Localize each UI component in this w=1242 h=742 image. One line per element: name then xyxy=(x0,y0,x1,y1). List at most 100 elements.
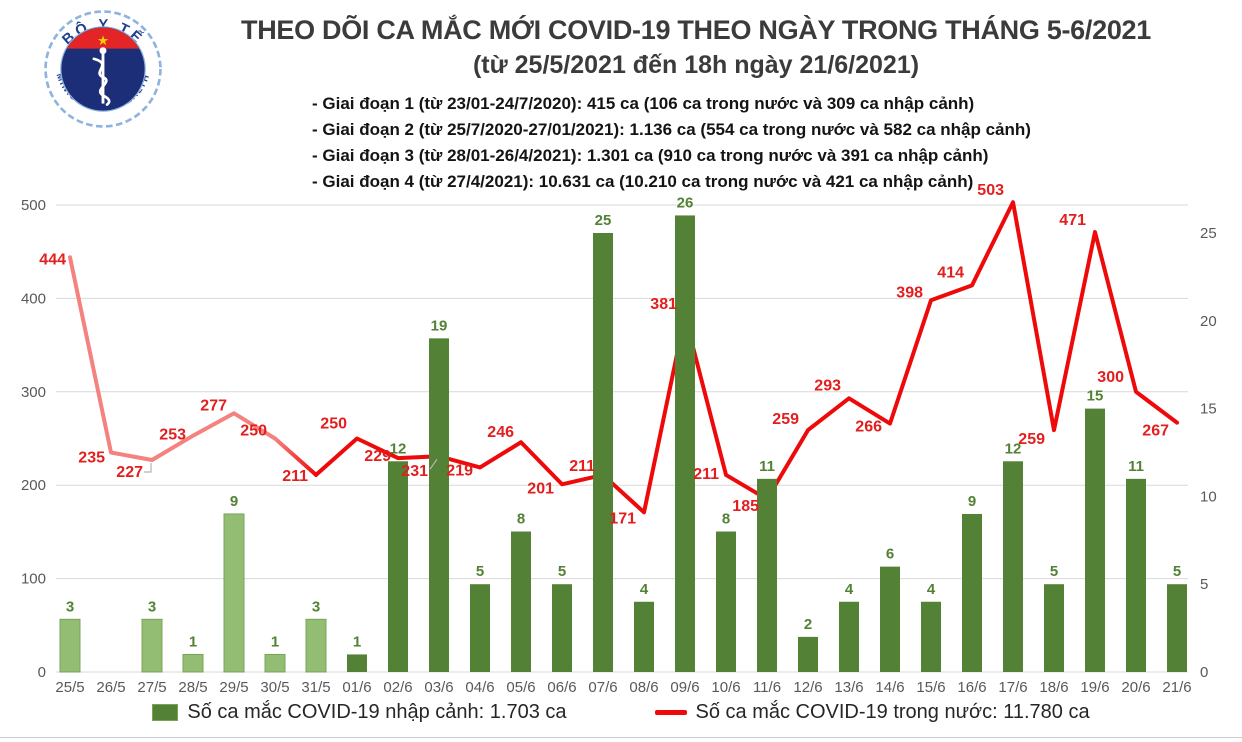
imported-cases-bar xyxy=(798,636,818,672)
left-axis-tick-label: 200 xyxy=(21,477,46,494)
bar-value-label: 11 xyxy=(1128,458,1144,475)
imported-cases-bar xyxy=(182,653,204,673)
line-value-label: 398 xyxy=(896,284,923,301)
line-value-label: 171 xyxy=(609,510,636,527)
left-axis-tick-label: 500 xyxy=(21,197,46,214)
imported-cases-bar xyxy=(429,338,449,672)
imported-cases-bar xyxy=(264,653,286,673)
logo-star-icon: ★ xyxy=(97,33,109,48)
line-value-label: 246 xyxy=(487,424,514,441)
bar-value-label: 9 xyxy=(230,493,238,510)
line-value-label: 381 xyxy=(650,296,677,313)
logo-scalloped-ring xyxy=(44,10,162,128)
left-axis-tick-label: 400 xyxy=(21,290,46,307)
imported-cases-bar xyxy=(634,601,654,672)
imported-cases-bar xyxy=(59,618,81,673)
line-value-label: 277 xyxy=(200,397,227,414)
x-axis-tick-label: 31/5 xyxy=(301,679,330,696)
imported-cases-bar xyxy=(921,601,941,672)
x-axis-tick-label: 10/6 xyxy=(711,679,740,696)
bar-value-label: 3 xyxy=(312,598,320,615)
x-axis-tick-label: 15/6 xyxy=(916,679,945,696)
line-value-label: 503 xyxy=(977,182,1004,199)
line-value-label: 444 xyxy=(39,251,66,268)
bar-value-label: 12 xyxy=(390,440,407,457)
imported-cases-bar xyxy=(675,215,695,672)
annotation-phase-2: - Giai đoạn 2 (từ 25/7/2020-27/01/2021):… xyxy=(312,120,1031,139)
line-value-label: 211 xyxy=(282,468,308,485)
annotation-phase-1: - Giai đoạn 1 (từ 23/01-24/7/2020): 415 … xyxy=(312,94,975,113)
line-value-label: 414 xyxy=(937,264,964,281)
imported-cases-bar xyxy=(839,601,859,672)
annotation-phase-3: - Giai đoạn 3 (từ 28/01-26/4/2021): 1.30… xyxy=(312,146,989,165)
bar-legend-swatch-icon xyxy=(152,704,179,721)
imported-cases-bar xyxy=(880,566,900,672)
bar-value-label: 1 xyxy=(189,633,197,650)
x-axis-tick-label: 04/6 xyxy=(465,679,494,696)
x-axis-tick-label: 13/6 xyxy=(834,679,863,696)
chart-legend: Số ca mắc COVID-19 nhập cảnh: 1.703 ca S… xyxy=(0,701,1242,724)
imported-cases-bar xyxy=(1044,584,1064,672)
left-axis-tick-label: 100 xyxy=(21,571,46,588)
domestic-line-transition xyxy=(273,436,318,477)
bar-value-label: 9 xyxy=(968,493,976,510)
bar-value-label: 8 xyxy=(517,511,525,528)
line-value-label: 235 xyxy=(78,450,105,467)
line-value-label: 300 xyxy=(1097,369,1124,386)
bar-value-label: 8 xyxy=(722,511,730,528)
line-value-label: 253 xyxy=(159,427,186,444)
imported-cases-bar xyxy=(1085,408,1105,672)
imported-cases-bar xyxy=(388,461,408,672)
line-value-label: 201 xyxy=(527,480,554,497)
right-axis-tick-label: 10 xyxy=(1200,488,1217,505)
x-axis-tick-label: 20/6 xyxy=(1121,679,1150,696)
page-subtitle-date-range: (từ 25/5/2021 đến 18h ngày 21/6/2021) xyxy=(472,51,920,79)
bar-value-label: 4 xyxy=(845,581,854,598)
x-axis-tick-label: 25/5 xyxy=(55,679,84,696)
imported-cases-bar xyxy=(347,654,367,672)
imported-cases-bar xyxy=(305,618,327,673)
line-value-label: 267 xyxy=(1142,423,1169,440)
x-axis-tick-label: 08/6 xyxy=(629,679,658,696)
bar-value-label: 3 xyxy=(148,598,156,615)
bar-value-label: 4 xyxy=(927,581,936,598)
right-axis-tick-label: 5 xyxy=(1200,576,1208,593)
x-axis-tick-label: 03/6 xyxy=(424,679,453,696)
bar-value-label: 5 xyxy=(1173,563,1181,580)
line-value-label: 219 xyxy=(446,462,473,479)
line-value-label: 259 xyxy=(1018,431,1045,448)
x-axis-tick-label: 02/6 xyxy=(383,679,412,696)
logo-red-cap xyxy=(66,27,140,49)
bar-value-label: 12 xyxy=(1005,440,1022,457)
line-value-label: 250 xyxy=(320,416,347,433)
x-axis-tick-label: 01/6 xyxy=(342,679,371,696)
page-title: THEO DÕI CA MẮC MỚI COVID-19 THEO NGÀY T… xyxy=(241,15,1151,45)
phase-annotations: - Giai đoạn 1 (từ 23/01-24/7/2020): 415 … xyxy=(312,91,1031,195)
bar-value-label: 5 xyxy=(558,563,566,580)
x-axis-tick-label: 16/6 xyxy=(957,679,986,696)
title-block: THEO DÕI CA MẮC MỚI COVID-19 THEO NGÀY T… xyxy=(150,12,1242,82)
logo-staff-knob xyxy=(99,47,107,55)
x-axis-tick-label: 06/6 xyxy=(547,679,576,696)
right-axis-tick-label: 0 xyxy=(1200,664,1208,681)
ministry-of-health-logo: BỘ Y TẾ MINISTRY OF HEALTH ★ xyxy=(44,10,162,128)
line-value-label: 231 xyxy=(401,463,428,480)
label-leader-line xyxy=(144,462,152,473)
line-value-label: 211 xyxy=(693,466,719,483)
line-value-label: 227 xyxy=(116,464,143,481)
line-value-label: 266 xyxy=(855,419,882,436)
x-axis-tick-label: 29/5 xyxy=(219,679,248,696)
imported-cases-bar xyxy=(141,618,163,673)
bar-value-label: 5 xyxy=(1050,563,1058,580)
imported-cases-bar xyxy=(1003,461,1023,672)
imported-cases-bar xyxy=(223,513,245,673)
line-value-label: 185 xyxy=(732,498,759,515)
bar-value-label: 1 xyxy=(271,633,279,650)
domestic-line xyxy=(314,200,1179,515)
x-axis-tick-label: 27/5 xyxy=(137,679,166,696)
bar-value-label: 19 xyxy=(431,317,448,334)
bar-value-label: 26 xyxy=(677,194,694,211)
x-axis-tick-label: 30/5 xyxy=(260,679,289,696)
legend-label-domestic: Số ca mắc COVID-19 trong nước: 11.780 ca xyxy=(695,701,1090,723)
